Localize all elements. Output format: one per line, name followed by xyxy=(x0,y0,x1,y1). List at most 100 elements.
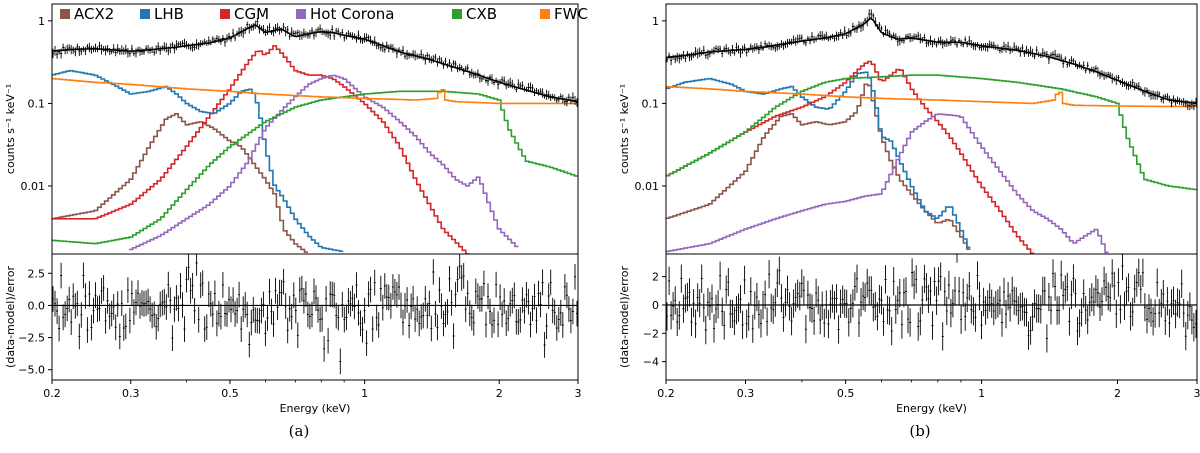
residual-point xyxy=(321,305,324,332)
legend-label: ACX2 xyxy=(74,5,114,23)
residual-point xyxy=(974,303,977,332)
data-point xyxy=(823,33,826,41)
residual-point xyxy=(1158,298,1161,328)
residual-point xyxy=(226,301,228,327)
residual-point xyxy=(890,317,893,346)
residual-point xyxy=(759,309,762,338)
residual-point xyxy=(864,283,867,312)
residual-point xyxy=(436,314,439,341)
residual-point xyxy=(900,310,903,339)
bottom-axes-frame xyxy=(51,253,579,381)
data-point xyxy=(367,34,370,41)
residual-point xyxy=(1031,302,1034,331)
residual-point xyxy=(450,289,453,316)
residual-point xyxy=(462,263,465,289)
residual-point xyxy=(1021,292,1024,321)
residual-y-tick-label: 0 xyxy=(652,299,659,312)
data-point xyxy=(450,63,453,72)
residual-point xyxy=(851,289,854,318)
residual-point xyxy=(400,292,402,319)
residual-point xyxy=(1082,279,1085,308)
residual-point xyxy=(1074,279,1077,308)
residual-point xyxy=(120,290,123,316)
residual-point xyxy=(1062,281,1065,310)
residual-point xyxy=(727,268,730,297)
data-point xyxy=(501,76,504,84)
legend-label: Hot Corona xyxy=(310,5,394,23)
residual-point xyxy=(298,277,301,303)
residual-point xyxy=(823,308,826,338)
residual-point xyxy=(708,291,711,321)
residual-point xyxy=(1174,299,1177,329)
residual-point xyxy=(104,308,107,334)
data-point xyxy=(715,45,718,52)
residual-point xyxy=(1109,283,1112,312)
data-point xyxy=(141,48,143,55)
data-point xyxy=(134,48,137,58)
residual-point xyxy=(207,281,210,307)
residual-point xyxy=(710,284,713,313)
series-fwc xyxy=(666,85,1197,108)
residual-point xyxy=(1123,291,1126,320)
residual-point xyxy=(1060,260,1063,290)
data-point xyxy=(90,45,93,54)
component-curves xyxy=(52,45,578,254)
data-point xyxy=(296,29,299,36)
residual-point xyxy=(128,307,131,334)
residual-point xyxy=(753,291,756,320)
residual-point xyxy=(430,315,433,342)
residual-point xyxy=(515,308,518,335)
residual-point xyxy=(1137,258,1140,287)
residual-point xyxy=(317,297,319,323)
x-tick-label: 0.3 xyxy=(737,387,755,400)
residual-point xyxy=(124,313,127,340)
data-point xyxy=(547,90,550,100)
residual-point xyxy=(755,283,758,312)
residual-point xyxy=(1178,289,1181,319)
data-point xyxy=(132,51,135,57)
data-point xyxy=(825,31,828,40)
residual-point xyxy=(833,291,836,320)
residual-point xyxy=(118,323,121,350)
residual-point xyxy=(1000,308,1003,337)
residual-point xyxy=(1135,268,1138,297)
residual-point xyxy=(1039,295,1042,324)
residual-point xyxy=(143,291,146,317)
residual-point xyxy=(715,294,718,323)
residual-point xyxy=(84,283,87,309)
residual-point xyxy=(268,278,271,305)
residual-point xyxy=(1192,313,1195,342)
data-point xyxy=(256,18,259,26)
residual-point xyxy=(1166,287,1169,316)
residual-point xyxy=(956,254,958,263)
data-point xyxy=(175,40,178,51)
residual-point xyxy=(670,301,673,330)
residual-point xyxy=(949,298,952,328)
residual-point xyxy=(541,269,544,296)
residual-point xyxy=(94,282,97,309)
residual-point xyxy=(76,290,79,317)
residual-point xyxy=(696,283,699,312)
residual-point xyxy=(476,283,479,309)
data-point xyxy=(545,89,548,100)
residual-point xyxy=(700,264,703,293)
data-point xyxy=(837,32,840,41)
residual-point xyxy=(735,296,738,325)
residual-point xyxy=(751,314,754,343)
residual-point xyxy=(448,266,451,292)
residual-point xyxy=(1052,259,1054,288)
residual-point xyxy=(470,304,473,331)
residual-point xyxy=(1094,275,1097,304)
residual-point xyxy=(547,283,550,309)
residual-point xyxy=(254,307,257,333)
residual-point xyxy=(549,269,552,296)
residual-point xyxy=(702,293,705,322)
residual-point xyxy=(958,277,961,306)
residual-point xyxy=(215,310,218,337)
data-point xyxy=(476,69,479,78)
residual-point xyxy=(260,297,263,324)
residual-point xyxy=(845,289,848,318)
data-point xyxy=(817,33,820,39)
residual-point xyxy=(706,288,709,317)
data-point xyxy=(355,35,358,43)
